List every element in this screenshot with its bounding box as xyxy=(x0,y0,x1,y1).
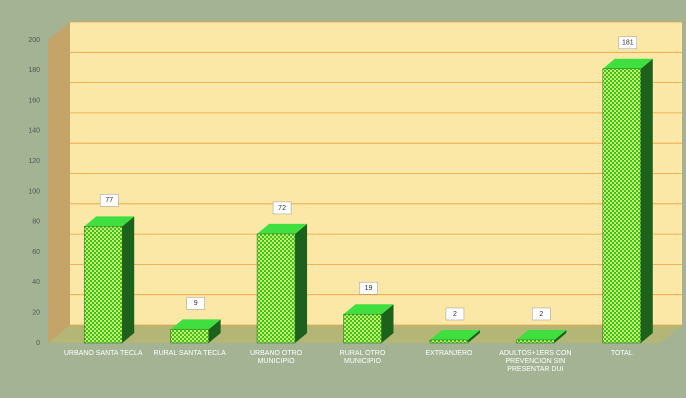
side-wall xyxy=(48,22,70,343)
bar-face xyxy=(343,313,382,344)
value-label: 72 xyxy=(278,205,286,212)
bar-face xyxy=(208,319,221,343)
bar-face xyxy=(122,216,135,343)
bar-face xyxy=(343,304,394,315)
y-tick-label: 60 xyxy=(32,249,40,256)
bar-face xyxy=(256,233,296,344)
y-tick-label: 100 xyxy=(28,188,40,195)
value-label: 181 xyxy=(622,40,634,47)
bar-face xyxy=(640,58,653,343)
bar-face xyxy=(257,223,308,234)
value-label-box xyxy=(272,201,292,215)
y-tick-label: 200 xyxy=(28,37,40,44)
x-tick-label: URBANO SANTA TECLA xyxy=(63,350,143,357)
bar-face xyxy=(84,216,135,227)
y-tick-label: 160 xyxy=(28,97,40,104)
bar-face xyxy=(83,226,123,344)
y-tick-label: 80 xyxy=(32,219,40,226)
value-label: 2 xyxy=(539,311,543,318)
bar xyxy=(83,216,135,344)
x-tick-label: URBANO OTRO MUNICIPIO xyxy=(250,350,303,365)
x-tick-label: EXTRANJERO xyxy=(425,350,473,357)
bar-face xyxy=(381,304,394,343)
bar-face xyxy=(554,329,567,343)
bar-face xyxy=(467,329,480,343)
bar-face xyxy=(295,223,308,343)
value-label: 77 xyxy=(105,197,113,204)
value-label-box xyxy=(445,307,465,321)
value-label: 19 xyxy=(365,285,373,292)
x-tick-label: TOTAL xyxy=(610,350,633,357)
bar xyxy=(256,223,308,344)
bar xyxy=(429,329,480,344)
y-tick-label: 20 xyxy=(32,310,40,317)
bar-face xyxy=(516,339,555,344)
y-tick-label: 140 xyxy=(28,128,40,135)
y-tick-label: 180 xyxy=(28,67,40,74)
y-tick-label: 40 xyxy=(32,279,40,286)
bar xyxy=(602,58,653,344)
bar-face xyxy=(602,58,653,69)
y-tick-label: 0 xyxy=(36,340,40,347)
bar-face xyxy=(602,68,642,344)
bar-face xyxy=(170,329,209,344)
y-tick-label: 120 xyxy=(28,158,40,165)
value-label-box xyxy=(532,307,551,321)
bar xyxy=(170,319,221,344)
bar-face xyxy=(170,319,221,330)
value-label: 9 xyxy=(194,300,198,307)
value-label-box xyxy=(186,297,205,310)
value-label: 2 xyxy=(453,311,457,318)
value-label-box xyxy=(359,281,378,295)
bar-face xyxy=(429,329,480,340)
x-tick-label: RURAL SANTA TECLA xyxy=(153,350,226,357)
bar-face xyxy=(429,339,469,344)
x-tick-label: ADULTOS+1ERS CON PREVENCION SIN PRESENTA… xyxy=(499,350,572,373)
x-tick-label: RURAL OTRO MUNICIPIO xyxy=(339,350,386,365)
value-label-box xyxy=(618,36,638,50)
value-label-box xyxy=(99,194,119,207)
bar xyxy=(516,329,567,344)
bar xyxy=(343,304,394,344)
bar-face xyxy=(516,329,567,340)
